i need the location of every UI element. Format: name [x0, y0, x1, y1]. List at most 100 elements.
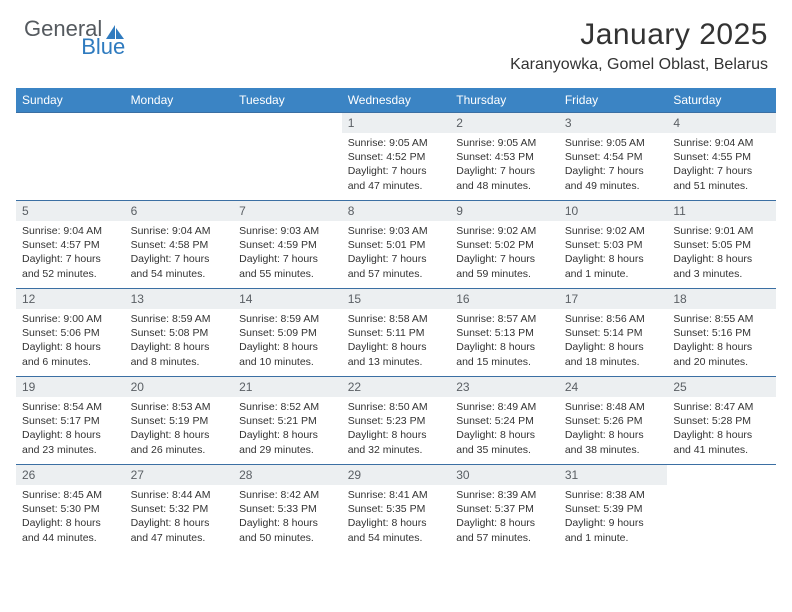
day-data: Sunrise: 8:38 AMSunset: 5:39 PMDaylight:… [559, 485, 668, 549]
calendar-day-cell: 7Sunrise: 9:03 AMSunset: 4:59 PMDaylight… [233, 201, 342, 289]
calendar-day-cell: 26Sunrise: 8:45 AMSunset: 5:30 PMDayligh… [16, 465, 125, 553]
calendar-day-cell: 5Sunrise: 9:04 AMSunset: 4:57 PMDaylight… [16, 201, 125, 289]
daylight-line: Daylight: 8 hours and 41 minutes. [673, 428, 770, 456]
day-data: Sunrise: 9:02 AMSunset: 5:02 PMDaylight:… [450, 221, 559, 285]
day-header: Monday [125, 88, 234, 113]
sunrise-line: Sunrise: 8:47 AM [673, 400, 770, 414]
sunrise-line: Sunrise: 8:50 AM [348, 400, 445, 414]
day-header: Sunday [16, 88, 125, 113]
sunrise-line: Sunrise: 8:55 AM [673, 312, 770, 326]
calendar-week-row: 1Sunrise: 9:05 AMSunset: 4:52 PMDaylight… [16, 113, 776, 201]
sunrise-line: Sunrise: 9:05 AM [565, 136, 662, 150]
day-data: Sunrise: 8:47 AMSunset: 5:28 PMDaylight:… [667, 397, 776, 461]
sunset-line: Sunset: 5:32 PM [131, 502, 228, 516]
day-number: 16 [450, 289, 559, 309]
logo-word-blue: Blue [33, 36, 125, 58]
daylight-line: Daylight: 7 hours and 54 minutes. [131, 252, 228, 280]
calendar-day-cell: 21Sunrise: 8:52 AMSunset: 5:21 PMDayligh… [233, 377, 342, 465]
day-data: Sunrise: 8:54 AMSunset: 5:17 PMDaylight:… [16, 397, 125, 461]
calendar-table: SundayMondayTuesdayWednesdayThursdayFrid… [16, 88, 776, 553]
day-data: Sunrise: 9:04 AMSunset: 4:55 PMDaylight:… [667, 133, 776, 197]
day-data: Sunrise: 8:42 AMSunset: 5:33 PMDaylight:… [233, 485, 342, 549]
sunrise-line: Sunrise: 8:42 AM [239, 488, 336, 502]
calendar-day-cell: 16Sunrise: 8:57 AMSunset: 5:13 PMDayligh… [450, 289, 559, 377]
sunrise-line: Sunrise: 8:57 AM [456, 312, 553, 326]
day-number: 8 [342, 201, 451, 221]
sunrise-line: Sunrise: 9:02 AM [456, 224, 553, 238]
calendar-day-cell: 27Sunrise: 8:44 AMSunset: 5:32 PMDayligh… [125, 465, 234, 553]
sunrise-line: Sunrise: 8:48 AM [565, 400, 662, 414]
day-data: Sunrise: 8:58 AMSunset: 5:11 PMDaylight:… [342, 309, 451, 373]
day-data: Sunrise: 8:57 AMSunset: 5:13 PMDaylight:… [450, 309, 559, 373]
day-data: Sunrise: 8:52 AMSunset: 5:21 PMDaylight:… [233, 397, 342, 461]
calendar-day-cell [233, 113, 342, 201]
day-data: Sunrise: 8:50 AMSunset: 5:23 PMDaylight:… [342, 397, 451, 461]
calendar-day-cell: 14Sunrise: 8:59 AMSunset: 5:09 PMDayligh… [233, 289, 342, 377]
sunrise-line: Sunrise: 9:01 AM [673, 224, 770, 238]
calendar-day-cell: 1Sunrise: 9:05 AMSunset: 4:52 PMDaylight… [342, 113, 451, 201]
calendar-week-row: 26Sunrise: 8:45 AMSunset: 5:30 PMDayligh… [16, 465, 776, 553]
day-number: 22 [342, 377, 451, 397]
daylight-line: Daylight: 8 hours and 32 minutes. [348, 428, 445, 456]
daylight-line: Daylight: 8 hours and 50 minutes. [239, 516, 336, 544]
daylight-line: Daylight: 7 hours and 52 minutes. [22, 252, 119, 280]
day-data: Sunrise: 9:05 AMSunset: 4:54 PMDaylight:… [559, 133, 668, 197]
daylight-line: Daylight: 7 hours and 59 minutes. [456, 252, 553, 280]
day-number: 6 [125, 201, 234, 221]
calendar-day-cell: 23Sunrise: 8:49 AMSunset: 5:24 PMDayligh… [450, 377, 559, 465]
day-number: 10 [559, 201, 668, 221]
day-number: 21 [233, 377, 342, 397]
sunset-line: Sunset: 4:54 PM [565, 150, 662, 164]
daylight-line: Daylight: 8 hours and 6 minutes. [22, 340, 119, 368]
day-data: Sunrise: 9:03 AMSunset: 4:59 PMDaylight:… [233, 221, 342, 285]
sunset-line: Sunset: 5:33 PM [239, 502, 336, 516]
sunset-line: Sunset: 5:05 PM [673, 238, 770, 252]
day-data: Sunrise: 9:02 AMSunset: 5:03 PMDaylight:… [559, 221, 668, 285]
day-header-row: SundayMondayTuesdayWednesdayThursdayFrid… [16, 88, 776, 113]
sunset-line: Sunset: 4:58 PM [131, 238, 228, 252]
sunset-line: Sunset: 5:11 PM [348, 326, 445, 340]
sunset-line: Sunset: 5:24 PM [456, 414, 553, 428]
sunset-line: Sunset: 5:37 PM [456, 502, 553, 516]
daylight-line: Daylight: 8 hours and 26 minutes. [131, 428, 228, 456]
sunrise-line: Sunrise: 8:44 AM [131, 488, 228, 502]
sunrise-line: Sunrise: 9:04 AM [673, 136, 770, 150]
calendar-day-cell: 22Sunrise: 8:50 AMSunset: 5:23 PMDayligh… [342, 377, 451, 465]
day-data: Sunrise: 9:05 AMSunset: 4:52 PMDaylight:… [342, 133, 451, 197]
daylight-line: Daylight: 8 hours and 29 minutes. [239, 428, 336, 456]
sunset-line: Sunset: 5:19 PM [131, 414, 228, 428]
sunrise-line: Sunrise: 9:03 AM [348, 224, 445, 238]
day-number: 9 [450, 201, 559, 221]
sunset-line: Sunset: 5:23 PM [348, 414, 445, 428]
day-data: Sunrise: 8:59 AMSunset: 5:09 PMDaylight:… [233, 309, 342, 373]
sunset-line: Sunset: 4:53 PM [456, 150, 553, 164]
sunset-line: Sunset: 4:52 PM [348, 150, 445, 164]
calendar-day-cell: 11Sunrise: 9:01 AMSunset: 5:05 PMDayligh… [667, 201, 776, 289]
daylight-line: Daylight: 7 hours and 47 minutes. [348, 164, 445, 192]
sunrise-line: Sunrise: 9:05 AM [348, 136, 445, 150]
sunrise-line: Sunrise: 8:59 AM [239, 312, 336, 326]
day-number: 27 [125, 465, 234, 485]
day-header: Friday [559, 88, 668, 113]
day-number: 30 [450, 465, 559, 485]
day-number: 24 [559, 377, 668, 397]
sunset-line: Sunset: 5:01 PM [348, 238, 445, 252]
sunset-line: Sunset: 5:03 PM [565, 238, 662, 252]
day-header: Wednesday [342, 88, 451, 113]
page-title: January 2025 [510, 18, 768, 52]
day-data: Sunrise: 9:04 AMSunset: 4:58 PMDaylight:… [125, 221, 234, 285]
daylight-line: Daylight: 8 hours and 23 minutes. [22, 428, 119, 456]
calendar-day-cell: 29Sunrise: 8:41 AMSunset: 5:35 PMDayligh… [342, 465, 451, 553]
sunset-line: Sunset: 4:57 PM [22, 238, 119, 252]
daylight-line: Daylight: 8 hours and 44 minutes. [22, 516, 119, 544]
calendar-day-cell: 28Sunrise: 8:42 AMSunset: 5:33 PMDayligh… [233, 465, 342, 553]
sunrise-line: Sunrise: 9:04 AM [131, 224, 228, 238]
day-number: 1 [342, 113, 451, 133]
sunset-line: Sunset: 5:39 PM [565, 502, 662, 516]
calendar-day-cell: 9Sunrise: 9:02 AMSunset: 5:02 PMDaylight… [450, 201, 559, 289]
day-number: 20 [125, 377, 234, 397]
day-data: Sunrise: 8:53 AMSunset: 5:19 PMDaylight:… [125, 397, 234, 461]
calendar-day-cell: 3Sunrise: 9:05 AMSunset: 4:54 PMDaylight… [559, 113, 668, 201]
day-number: 29 [342, 465, 451, 485]
title-block: January 2025 Karanyowka, Gomel Oblast, B… [510, 18, 768, 74]
